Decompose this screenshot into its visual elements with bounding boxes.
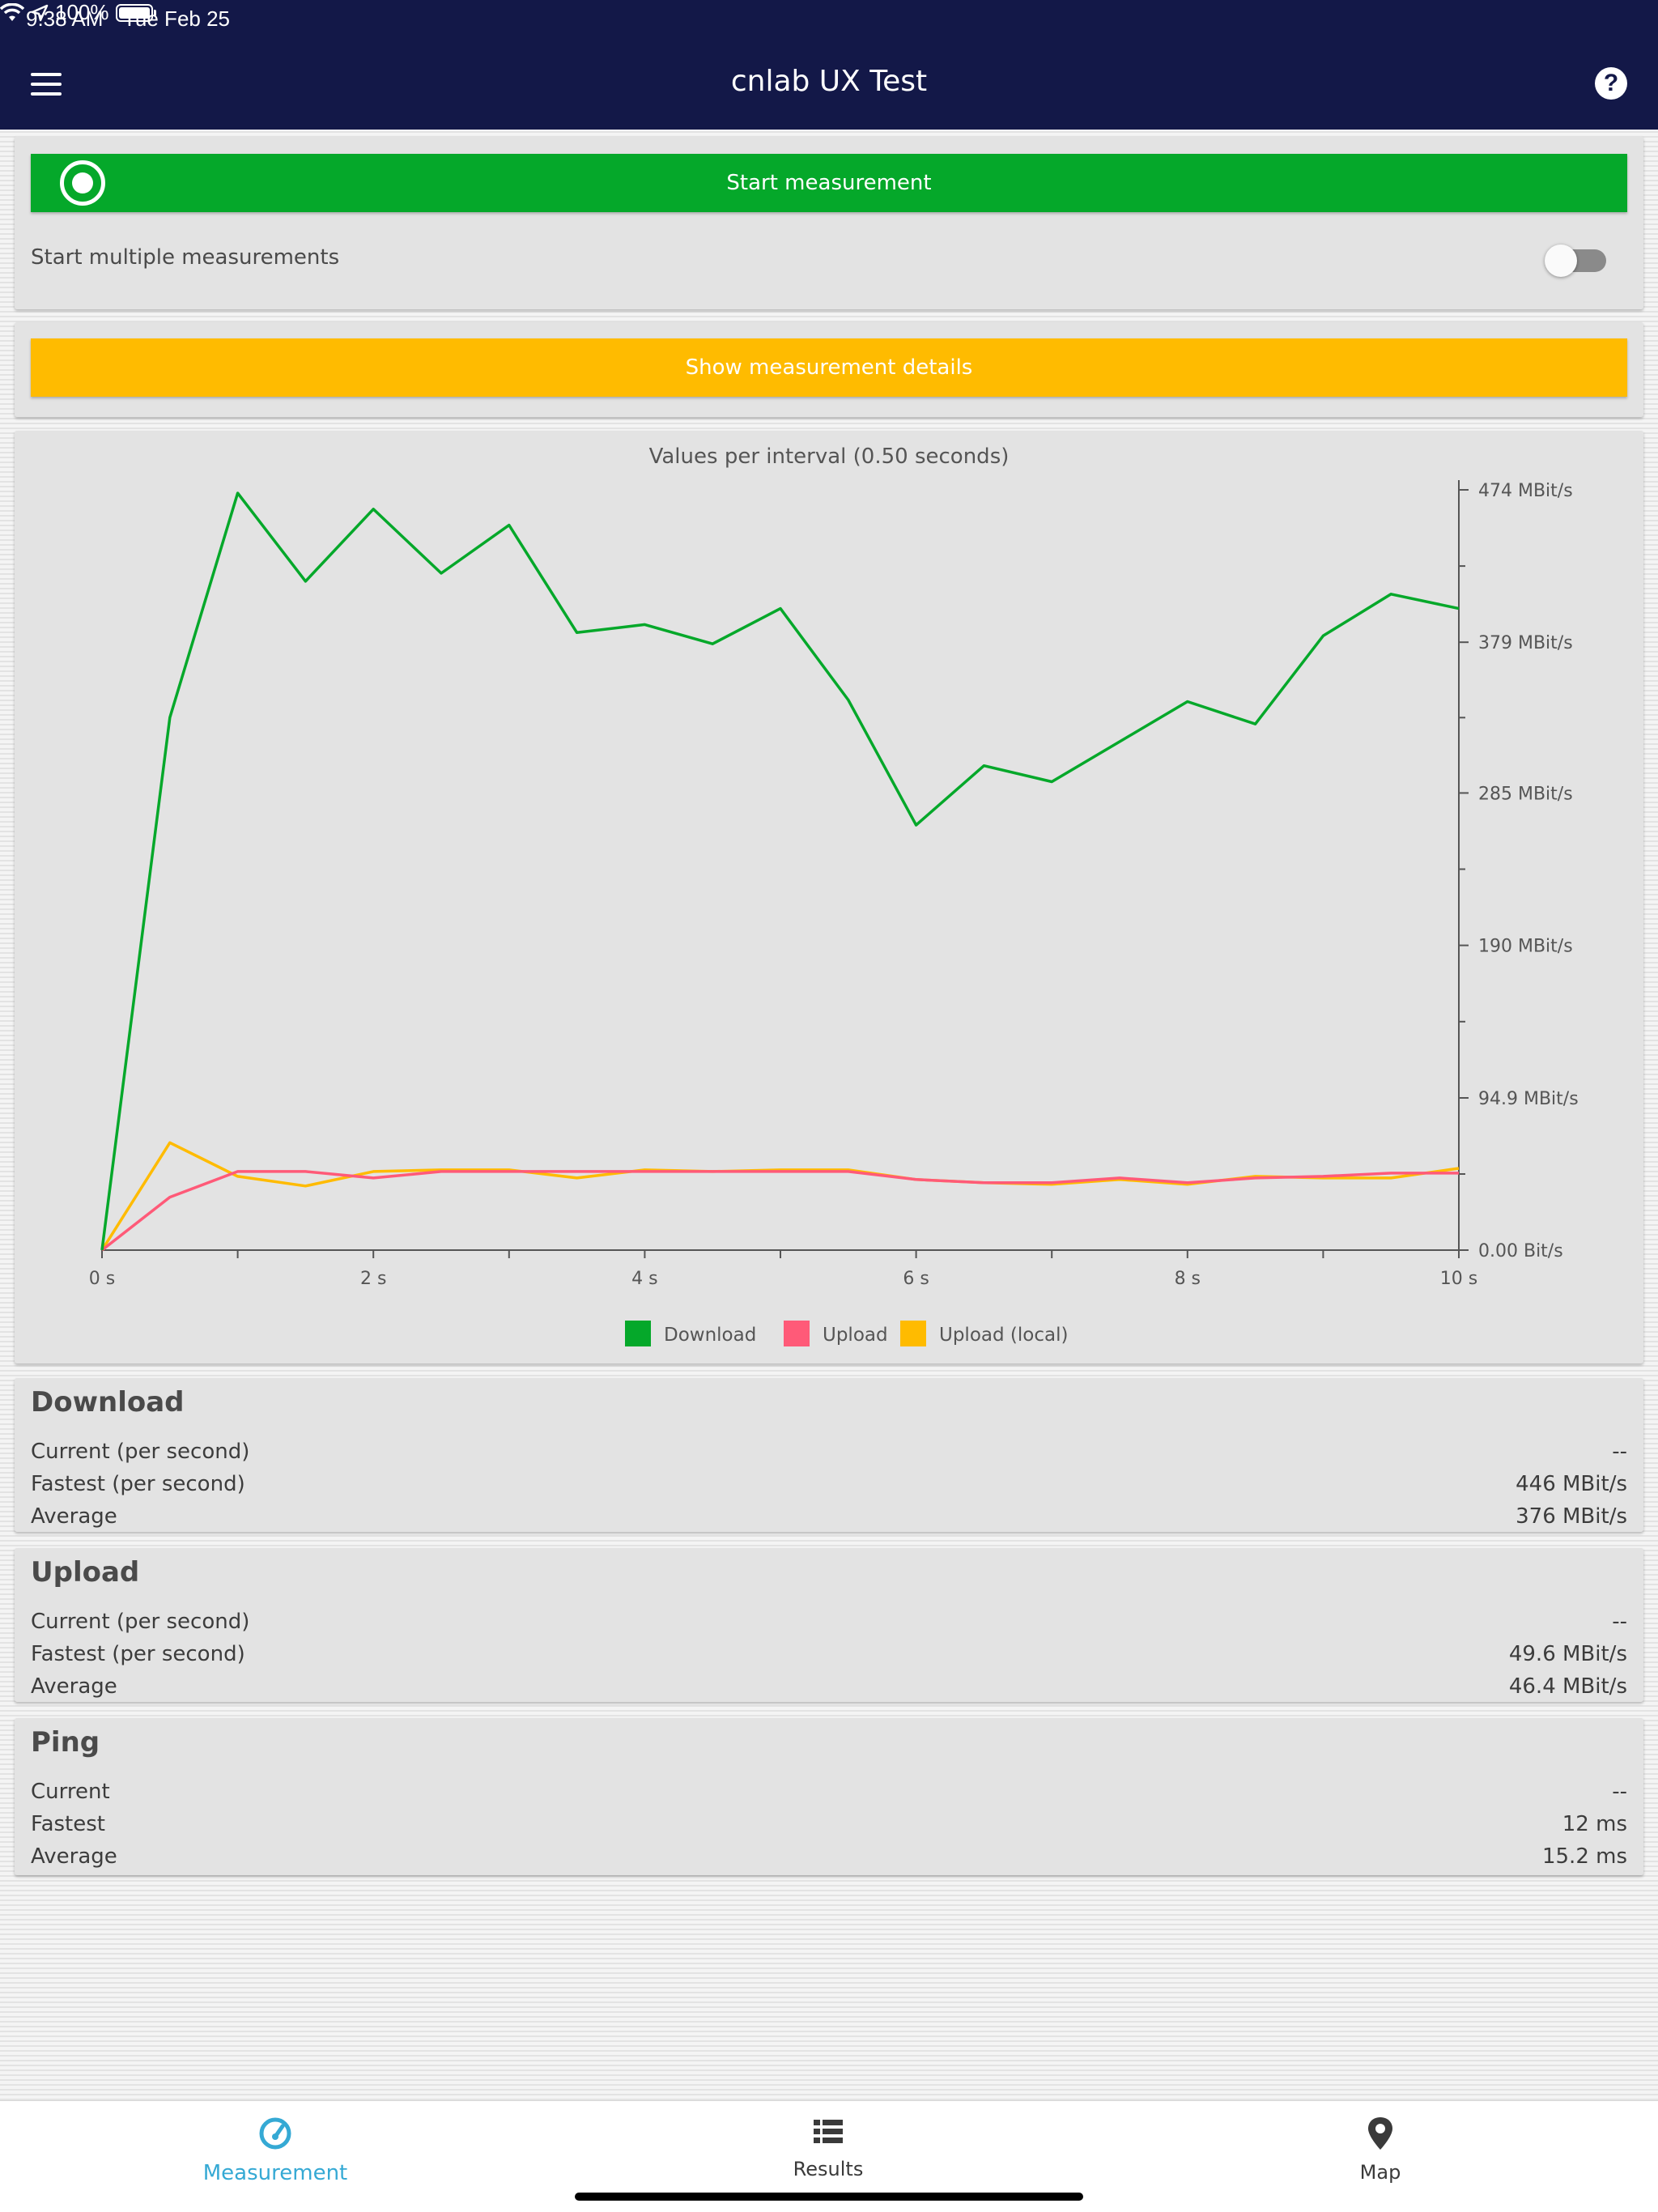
stat-value: 15.2 ms <box>1541 1844 1627 1869</box>
stat-value: -- <box>1612 1610 1627 1634</box>
question-mark-icon[interactable]: ? <box>1595 67 1627 100</box>
hamburger-menu-icon[interactable] <box>31 73 62 97</box>
map-pin-icon <box>1368 2117 1392 2150</box>
tab-measurement[interactable]: Measurement <box>154 2116 397 2185</box>
y-tick-label: 0.00 Bit/s <box>1478 1241 1563 1261</box>
download-stat-row: Fastest (per second) 446 MBit/s <box>31 1472 1627 1504</box>
ping-stat-row: Current -- <box>31 1780 1627 1812</box>
speedometer-icon <box>259 2117 291 2150</box>
x-tick-label: 10 s <box>1440 1269 1477 1289</box>
stat-value: 376 MBit/s <box>1516 1504 1627 1529</box>
series-line-upload <box>100 1170 1459 1252</box>
status-time: 9:38 AM <box>26 6 104 31</box>
show-details-label: Show measurement details <box>685 355 973 380</box>
x-tick-label: 6 s <box>903 1269 929 1289</box>
legend-label-2: Upload (local) <box>939 1325 1068 1346</box>
ping-stats-card: Ping Current -- Fastest 12 ms Average 15.2 ms <box>15 1718 1643 1875</box>
upload-stat-row: Fastest (per second) 49.6 MBit/s <box>31 1642 1627 1674</box>
upload-stats-title: Upload <box>31 1556 140 1589</box>
stat-label: Average <box>31 1844 117 1869</box>
stat-label: Current (per second) <box>31 1440 250 1464</box>
multiple-measurements-label: Start multiple measurements <box>31 245 340 270</box>
tab-results[interactable]: Results <box>707 2116 950 2180</box>
tab-measurement-label: Measurement <box>202 2161 348 2185</box>
x-tick-label: 8 s <box>1175 1269 1201 1289</box>
upload-stat-row: Average 46.4 MBit/s <box>31 1674 1627 1707</box>
navigation-bar: 9:38 AM Tue Feb 25 100% cnlab UX Test ? <box>0 0 1658 130</box>
battery-icon <box>115 3 156 22</box>
show-measurement-details-button[interactable]: Show measurement details <box>31 338 1627 397</box>
location-arrow-icon <box>31 4 49 21</box>
x-tick-label: 4 s <box>631 1269 657 1289</box>
tab-results-label: Results <box>793 2158 864 2180</box>
download-stat-row: Average 376 MBit/s <box>31 1504 1627 1537</box>
app-title: cnlab UX Test <box>730 65 928 98</box>
stat-value: 46.4 MBit/s <box>1508 1674 1627 1699</box>
status-indicators: 100% <box>0 0 1658 25</box>
ping-stats-title: Ping <box>31 1726 100 1759</box>
tab-bar: Measurement Results Map <box>0 2100 1658 2212</box>
legend-swatch-0 <box>625 1321 651 1346</box>
list-icon <box>814 2120 843 2143</box>
chart-card: Values per interval (0.50 seconds) 0 s 2 s… <box>15 431 1643 1363</box>
x-tick-label: 0 s <box>89 1269 115 1289</box>
stat-label: Average <box>31 1674 117 1699</box>
y-tick-label: 94.9 MBit/s <box>1478 1089 1579 1109</box>
details-card: Show measurement details <box>15 322 1643 417</box>
tab-map[interactable]: Map <box>1259 2116 1502 2184</box>
legend-label-0: Download <box>664 1325 756 1346</box>
start-measurement-label: Start measurement <box>726 171 932 195</box>
stat-label: Fastest <box>31 1812 105 1836</box>
stat-value: 446 MBit/s <box>1516 1472 1627 1496</box>
download-stat-row: Current (per second) -- <box>31 1440 1627 1472</box>
battery-percentage: 100% <box>55 0 109 24</box>
upload-stats-card: Upload Current (per second) -- Fastest (per… <box>15 1548 1643 1702</box>
legend-label-1: Upload <box>823 1325 888 1346</box>
stat-label: Average <box>31 1504 117 1529</box>
stat-label: Current <box>31 1780 110 1804</box>
stat-label: Fastest (per second) <box>31 1642 245 1666</box>
legend-swatch-1 <box>784 1321 810 1346</box>
measurement-control-card: Start measurement Start multiple measure… <box>15 136 1643 309</box>
stat-label: Current (per second) <box>31 1610 250 1634</box>
series-line-download <box>100 491 1460 1251</box>
home-indicator <box>575 2193 1083 2201</box>
radio-record-icon <box>60 160 105 206</box>
legend-swatch-2 <box>900 1321 926 1346</box>
tab-map-label: Map <box>1359 2161 1401 2184</box>
stat-value: 49.6 MBit/s <box>1508 1642 1627 1666</box>
stat-value: -- <box>1612 1440 1627 1464</box>
ping-stat-row: Fastest 12 ms <box>31 1812 1627 1844</box>
stat-label: Fastest (per second) <box>31 1472 245 1496</box>
series-line-upload-local <box>100 1141 1460 1251</box>
y-tick-label: 474 MBit/s <box>1478 481 1573 501</box>
ping-stat-row: Average 15.2 ms <box>31 1844 1627 1877</box>
multiple-measurements-toggle[interactable] <box>1545 245 1606 277</box>
x-tick-label: 2 s <box>360 1269 386 1289</box>
download-stats-title: Download <box>31 1386 185 1419</box>
chart-title: Values per interval (0.50 seconds) <box>649 445 1010 469</box>
y-tick-label: 190 MBit/s <box>1478 937 1573 957</box>
throughput-chart: Values per interval (0.50 seconds) 0 s 2 s… <box>89 445 1579 1346</box>
wifi-icon <box>0 2 24 21</box>
start-measurement-button[interactable]: Start measurement <box>31 154 1627 212</box>
y-tick-label: 285 MBit/s <box>1478 784 1573 804</box>
upload-stat-row: Current (per second) -- <box>31 1610 1627 1642</box>
y-tick-label: 379 MBit/s <box>1478 633 1573 653</box>
stat-value: -- <box>1612 1780 1627 1804</box>
stat-value: 12 ms <box>1562 1812 1627 1836</box>
download-stats-card: Download Current (per second) -- Fastest (p… <box>15 1378 1643 1532</box>
